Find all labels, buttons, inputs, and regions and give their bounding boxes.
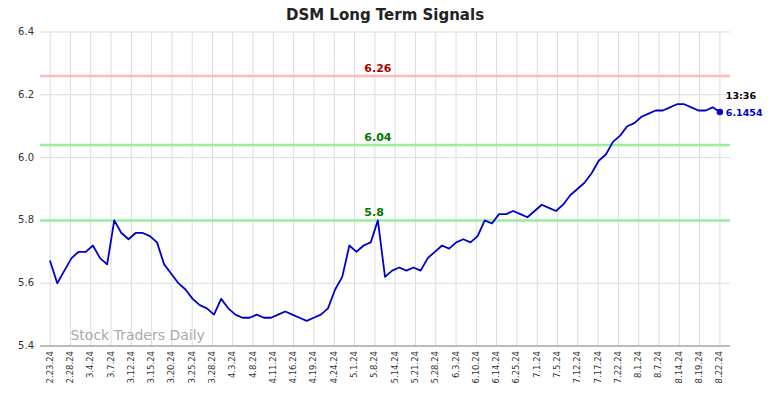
y-tick-label: 5.8 [18,214,34,225]
x-tick-label: 3.25.24 [187,351,197,383]
grid-line-x [699,32,700,346]
grid-line-x [516,32,517,346]
grid-line-x [151,32,152,346]
grid-line-x [212,32,213,346]
grid-line-x [679,32,680,346]
x-tick-label: 4.3.24 [227,351,237,378]
y-tick-label: 5.4 [18,340,34,351]
grid-line-x [313,32,314,346]
x-tick-label: 6.14.24 [491,351,501,383]
last-point [717,109,723,115]
grid-line-x [395,32,396,346]
grid-line-x [253,32,254,346]
x-tick-label: 3.15.24 [146,351,156,383]
grid-line-x [598,32,599,346]
grid-line-x [618,32,619,346]
grid-line-y [40,220,730,221]
x-tick-label: 7.17.24 [593,351,603,383]
y-tick-label: 5.6 [18,277,34,288]
x-tick-label: 3.7.24 [106,351,116,378]
x-tick-label: 4.11.24 [268,351,278,383]
signal-label: 5.8 [364,206,384,219]
y-tick-label: 6.0 [18,152,34,163]
grid-line-y [40,94,730,95]
grid-line-x [638,32,639,346]
x-tick-label: 4.16.24 [288,351,298,383]
x-tick-label: 7.1.24 [532,351,542,378]
x-tick-label: 2.23.24 [45,351,55,383]
grid-line-x [456,32,457,346]
grid-line-x [70,32,71,346]
y-tick-label: 6.2 [18,89,34,100]
grid-line-x [557,32,558,346]
signal-line [40,144,730,147]
grid-line-x [658,32,659,346]
x-tick-label: 5.21.24 [410,351,420,383]
grid-line-x [50,32,51,346]
grid-line-x [111,32,112,346]
x-tick-label: 3.12.24 [126,351,136,383]
x-tick-label: 3.20.24 [166,351,176,383]
labels: Stock Traders Daily 6.26 6.04 5.8 13:36 6.145… [70,62,762,343]
grid [40,32,730,346]
x-tick-label: 7.12.24 [572,351,582,383]
grid-line-x [232,32,233,346]
x-axis: 2.23.24 2.28.24 3.4.24 3.7.24 3.12.24 3.15.24… [40,346,730,383]
title: DSM Long Term Signals [286,6,484,24]
grid-line-x [273,32,274,346]
signal-label: 6.26 [364,62,391,75]
chart: 5.4 5.6 5.8 6.0 6.2 6.4 2.23.24 2.28.24 3.4.24 3.… [0,0,784,398]
grid-line-y [40,283,730,284]
x-tick-label: 3.4.24 [85,351,95,378]
x-tick-label: 7.22.24 [613,351,623,383]
grid-line-x [90,32,91,346]
x-tick-label: 8.19.24 [694,351,704,383]
y-axis: 5.4 5.6 5.8 6.0 6.2 6.4 [18,26,34,351]
grid-line-x [334,32,335,346]
grid-line-x [171,32,172,346]
grid-line-x [354,32,355,346]
x-tick-label: 8.1.24 [633,351,643,378]
x-tick-label: 5.1.24 [349,351,359,378]
x-tick-label: 8.7.24 [653,351,663,378]
x-tick-label: 3.28.24 [207,351,217,383]
signal-line [40,219,730,222]
annotation: 13:36 [726,90,757,101]
grid-line-x [435,32,436,346]
grid-line-y [40,346,730,347]
watermark: Stock Traders Daily [70,327,204,343]
x-tick-label: 6.3.24 [451,351,461,378]
x-tick-label: 7.5.24 [552,351,562,378]
x-tick-label: 8.22.24 [714,351,724,383]
grid-line-x [374,32,375,346]
x-tick-label: 6.25.24 [511,351,521,383]
grid-line-y [40,157,730,158]
y-tick-label: 6.4 [18,26,34,37]
x-axis-line [40,345,730,346]
x-tick-label: 4.8.24 [248,351,258,378]
signal-line [40,75,730,78]
grid-line-y [40,32,730,33]
x-tick-label: 5.28.24 [430,351,440,383]
x-tick-label: 5.8.24 [369,351,379,378]
grid-line-x [415,32,416,346]
grid-line-x [293,32,294,346]
grid-line-x [131,32,132,346]
signal-label: 6.04 [364,131,391,144]
annotation: 6.1454 [726,107,763,118]
grid-line-x [537,32,538,346]
price-line [50,104,720,321]
grid-line-x [476,32,477,346]
grid-line-x [719,32,720,346]
x-tick-label: 4.24.24 [329,351,339,383]
plot-area [40,76,730,321]
x-tick-label: 8.14.24 [674,351,684,383]
grid-line-x [496,32,497,346]
x-tick-label: 6.10.24 [471,351,481,383]
x-tick-label: 2.28.24 [65,351,75,383]
x-tick-label: 5.14.24 [390,351,400,383]
x-tick-label: 4.19.24 [308,351,318,383]
